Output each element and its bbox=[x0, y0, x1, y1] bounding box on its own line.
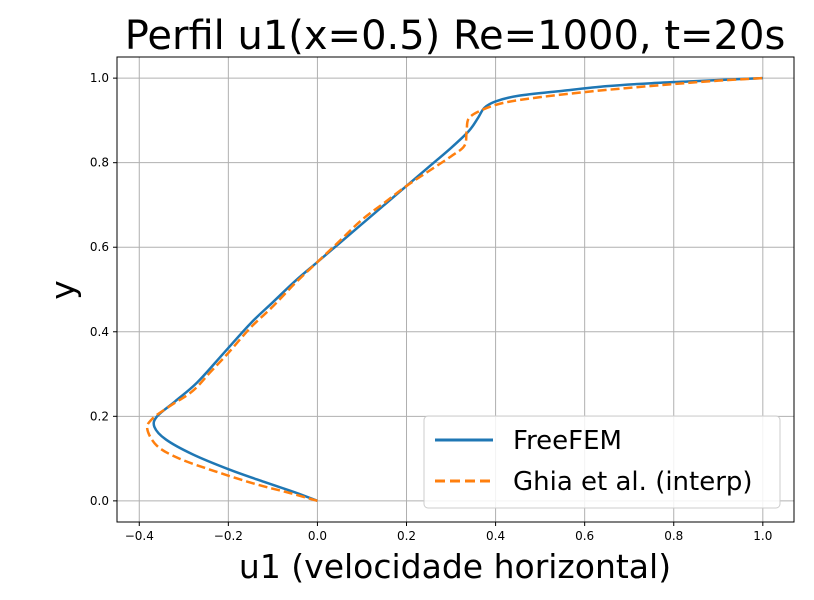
y-tick-label: 0.4 bbox=[90, 325, 109, 339]
y-tick-label: 0.8 bbox=[90, 156, 109, 170]
x-axis-label: u1 (velocidade horizontal) bbox=[239, 547, 671, 586]
x-tick-label: −0.4 bbox=[125, 529, 154, 543]
y-ticks: 0.0 0.2 0.4 0.6 0.8 1.0 bbox=[90, 71, 117, 508]
chart-title: Perfil u1(x=0.5) Re=1000, t=20s bbox=[125, 13, 786, 59]
plot-series bbox=[145, 76, 763, 503]
plot-frame bbox=[116, 56, 795, 523]
grid bbox=[117, 57, 794, 522]
x-tick-label: −0.2 bbox=[214, 529, 243, 543]
x-tick-label: 0.4 bbox=[486, 529, 505, 543]
legend-box bbox=[423, 415, 781, 509]
x-tick-label: 0.8 bbox=[664, 529, 683, 543]
legend: FreeFEM Ghia et al. (interp) bbox=[423, 415, 781, 509]
y-tick-label: 0.0 bbox=[90, 494, 109, 508]
x-tick-label: 0.0 bbox=[308, 529, 327, 543]
y-tick-label: 0.6 bbox=[90, 240, 109, 254]
series-line-freefem bbox=[152, 76, 763, 503]
x-tick-label: 0.2 bbox=[397, 529, 416, 543]
legend-label-ghia: Ghia et al. (interp) bbox=[513, 467, 753, 497]
y-tick-label: 0.2 bbox=[90, 409, 109, 423]
legend-label-freefem: FreeFEM bbox=[513, 426, 622, 456]
y-axis-label: y bbox=[43, 280, 82, 300]
series-line-ghia bbox=[145, 76, 763, 503]
x-tick-label: 0.6 bbox=[575, 529, 594, 543]
y-tick-label: 1.0 bbox=[90, 71, 109, 85]
x-ticks: −0.4 −0.2 0.0 0.2 0.4 0.6 0.8 1.0 bbox=[125, 522, 772, 543]
x-tick-label: 1.0 bbox=[753, 529, 772, 543]
